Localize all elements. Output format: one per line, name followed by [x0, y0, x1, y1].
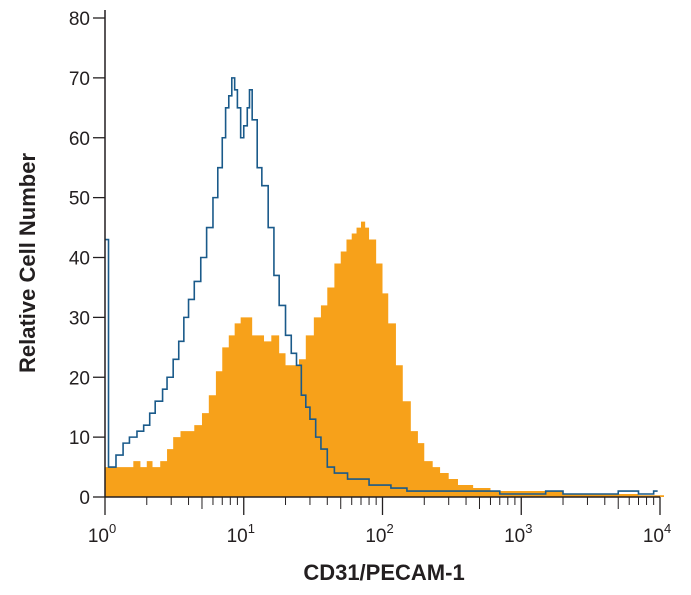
y-tick-label: 80	[69, 9, 90, 30]
y-tick-label: 50	[69, 189, 90, 210]
x-tick-label: 104	[643, 521, 671, 547]
y-axis-title: Relative Cell Number	[15, 153, 40, 374]
x-ticks: 100 101 102 103 104	[88, 497, 671, 547]
histogram-filled-series	[105, 221, 664, 497]
y-tick-label: 70	[69, 69, 90, 90]
y-tick-label: 0	[79, 488, 90, 509]
histogram-outline-series	[105, 77, 658, 495]
series-layer	[105, 77, 664, 497]
x-tick-exponent: 4	[664, 521, 671, 536]
x-tick-label: 102	[365, 521, 393, 547]
x-tick-label: 100	[88, 521, 116, 547]
x-axis-title: CD31/PECAM-1	[303, 560, 464, 585]
x-tick-exponent: 1	[248, 521, 255, 536]
y-ticks: 0 10 20 30 40 50 60 70 80	[69, 9, 105, 509]
y-tick-label: 40	[69, 249, 90, 270]
x-tick-label: 103	[504, 521, 532, 547]
y-tick-label: 20	[69, 368, 90, 389]
y-tick-label: 10	[69, 428, 90, 449]
x-tick-label: 101	[227, 521, 255, 547]
x-tick-exponent: 0	[109, 521, 116, 536]
y-tick-label: 30	[69, 308, 90, 329]
x-tick-exponent: 2	[386, 521, 393, 536]
y-tick-label: 60	[69, 129, 90, 150]
x-tick-exponent: 3	[525, 521, 532, 536]
